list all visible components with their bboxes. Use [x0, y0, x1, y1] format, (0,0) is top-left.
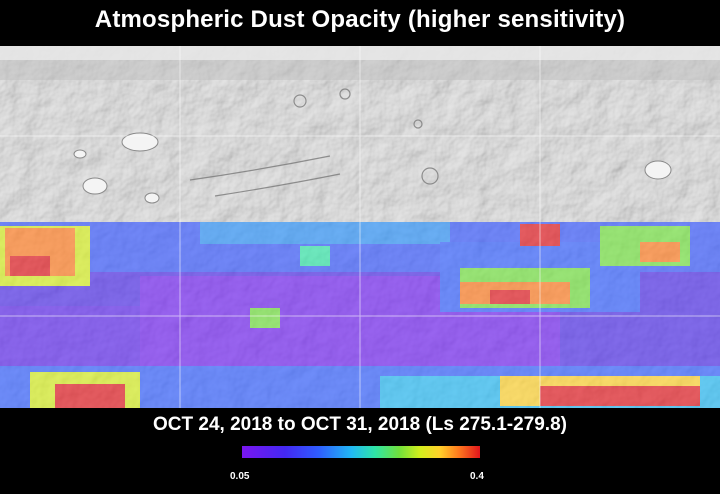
volcano-features	[73, 132, 672, 204]
color-scale-min-label: 0.05	[230, 471, 250, 482]
grid-lines	[0, 46, 720, 408]
dust-opacity-map	[0, 46, 720, 408]
date-range-label: OCT 24, 2018 to OCT 31, 2018 (Ls 275.1-2…	[153, 414, 567, 435]
color-scale-bar	[242, 446, 480, 458]
map-title: Atmospheric Dust Opacity (higher sensiti…	[94, 6, 626, 33]
color-scale-max-label: 0.4	[470, 471, 484, 482]
